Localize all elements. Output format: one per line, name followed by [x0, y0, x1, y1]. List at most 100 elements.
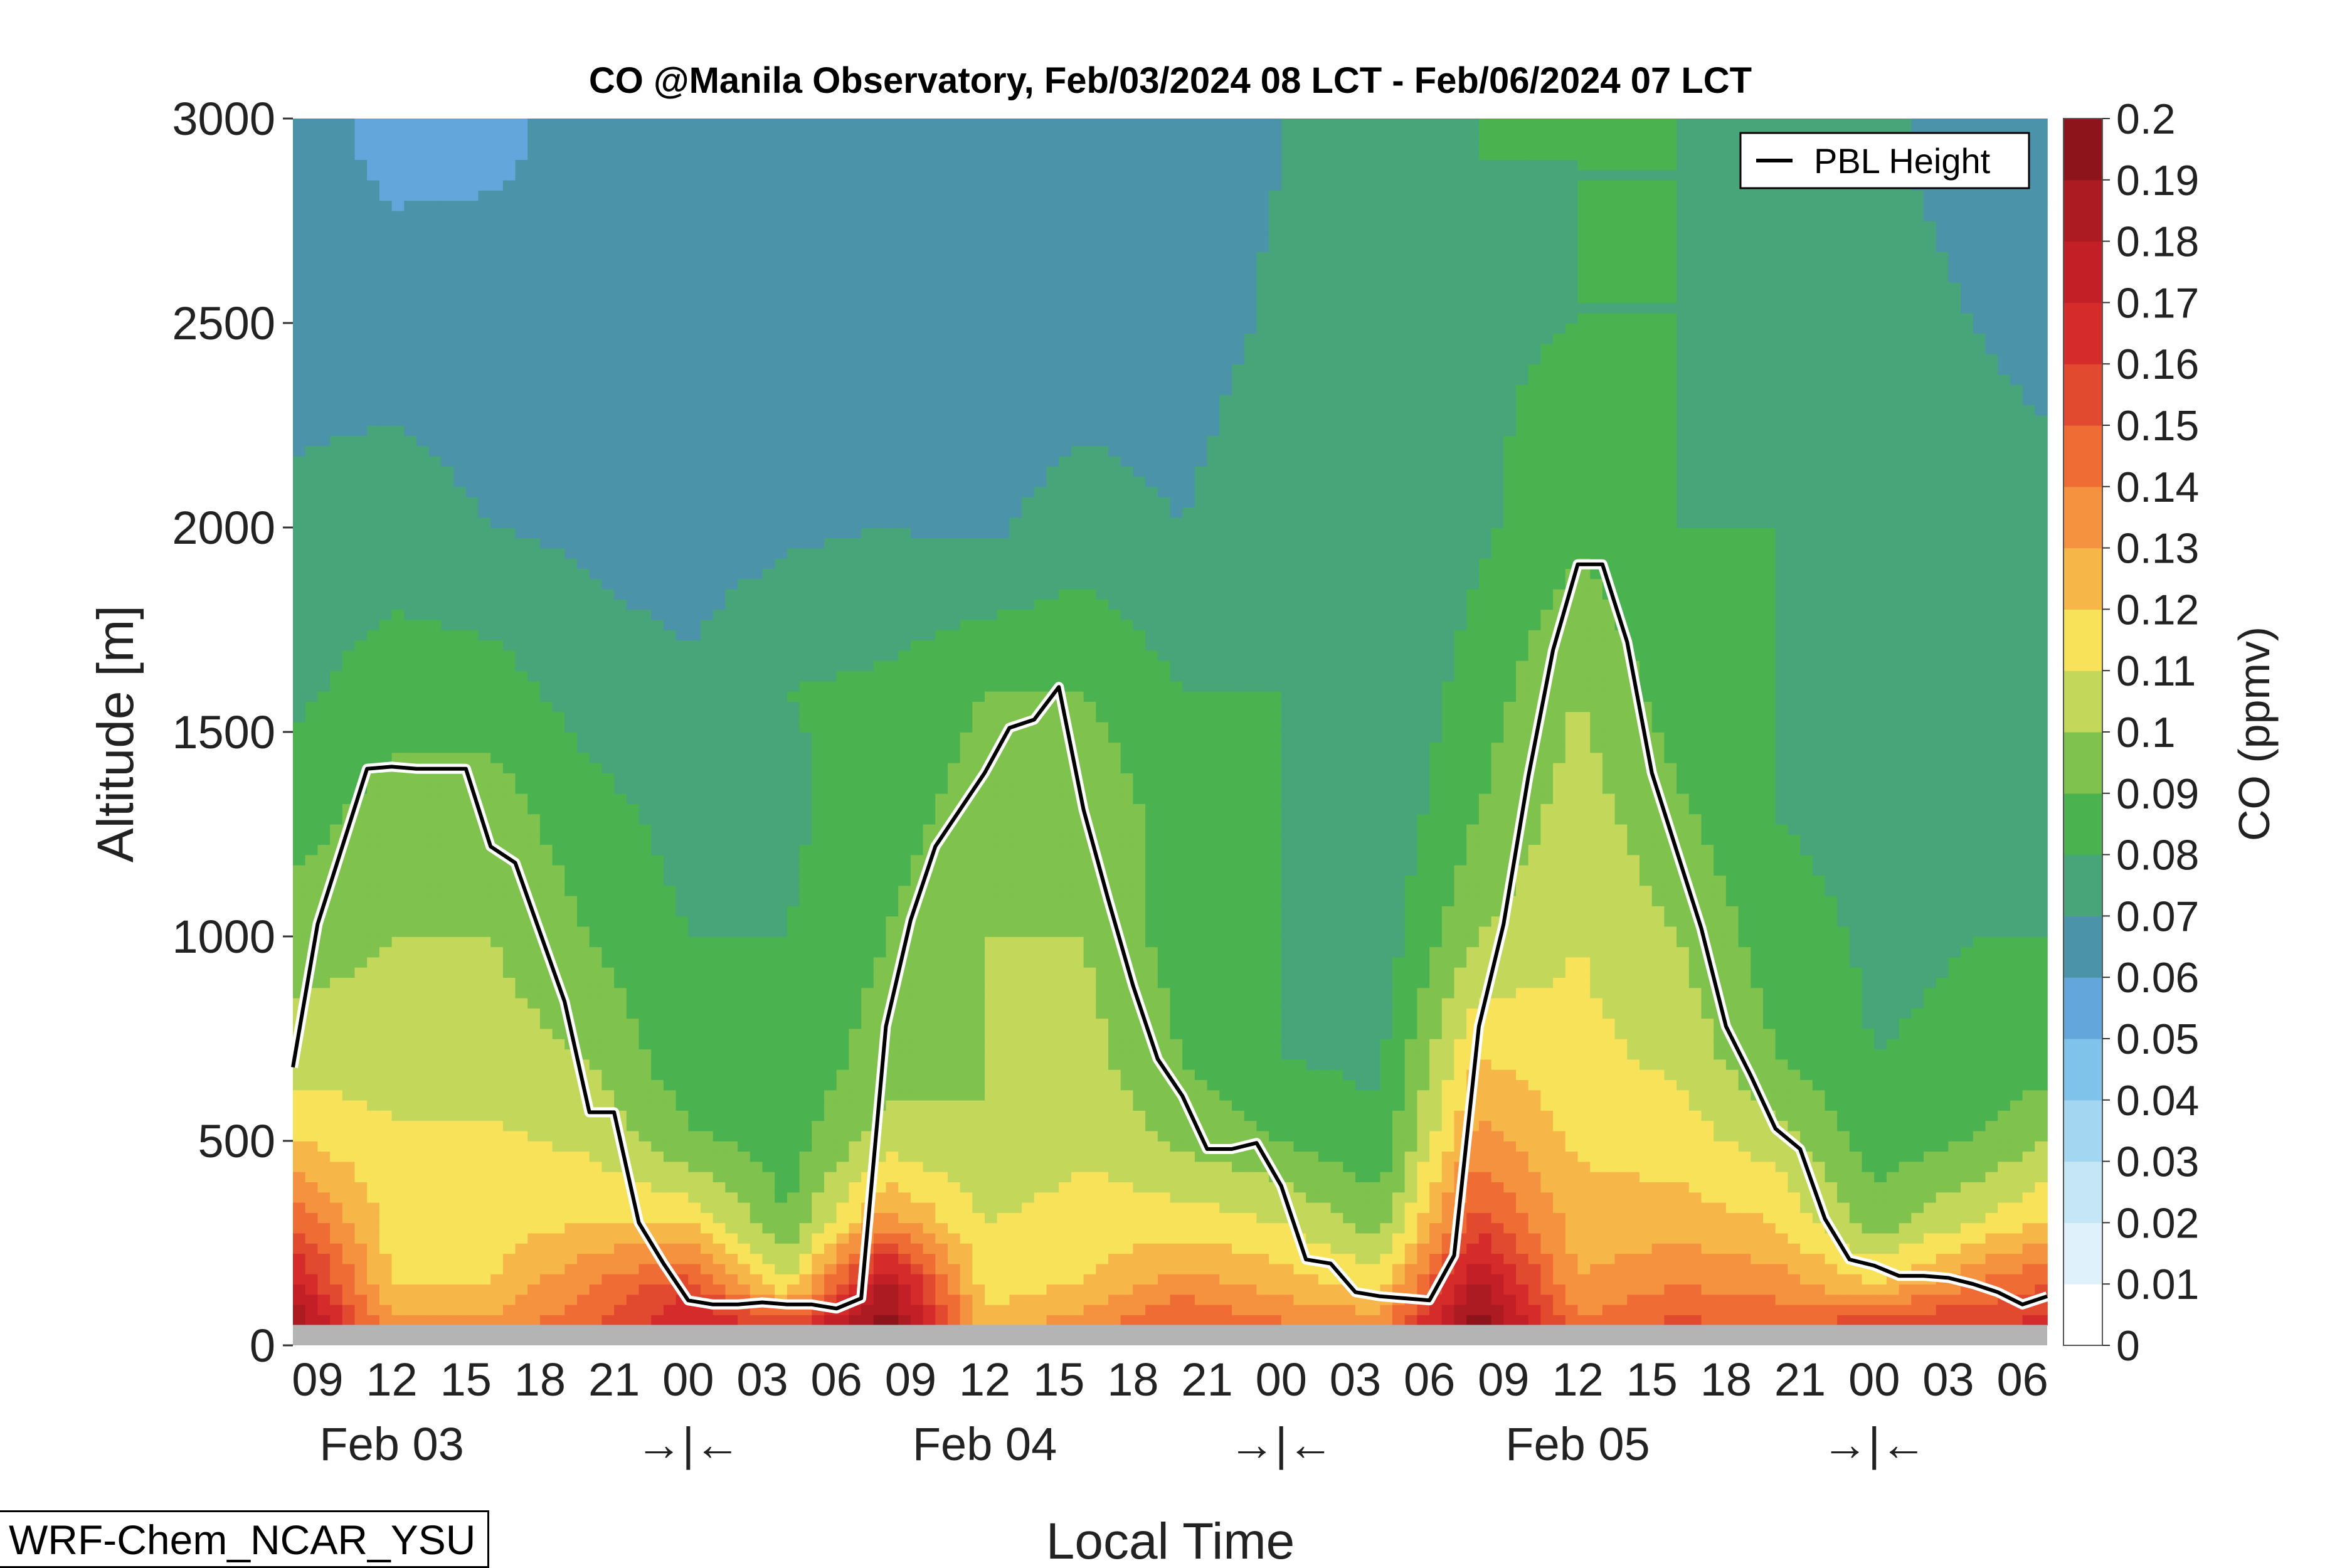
co-field-cell	[701, 1131, 714, 1142]
co-field-cell	[429, 773, 442, 783]
co-field-cell	[601, 292, 615, 303]
co-field-cell	[453, 395, 467, 405]
co-field-cell	[416, 957, 430, 968]
co-field-cell	[590, 701, 603, 712]
co-field-cell	[503, 221, 516, 231]
co-field-cell	[379, 957, 393, 968]
co-field-cell	[664, 446, 677, 457]
co-field-cell	[564, 538, 578, 548]
co-field-cell	[527, 579, 541, 590]
co-field-cell	[775, 1162, 788, 1172]
co-field-cell	[379, 1008, 393, 1019]
co-field-cell	[750, 813, 763, 824]
co-field-cell	[614, 855, 627, 866]
co-field-cell	[379, 711, 393, 722]
co-field-cell	[800, 650, 813, 661]
co-field-cell	[601, 609, 615, 620]
co-field-cell	[750, 1100, 763, 1111]
co-field-cell	[516, 456, 529, 467]
co-field-cell	[688, 1120, 701, 1131]
co-field-cell	[355, 477, 368, 487]
co-field-cell	[453, 1141, 467, 1152]
co-field-cell	[676, 783, 689, 794]
co-field-cell	[590, 670, 603, 681]
co-field-cell	[590, 1315, 603, 1325]
co-field-cell	[466, 221, 479, 231]
co-field-cell	[453, 282, 467, 293]
co-field-cell	[355, 722, 368, 733]
co-field-cell	[317, 374, 331, 385]
co-field-cell	[553, 1039, 566, 1049]
co-field-cell	[392, 180, 405, 191]
co-field-cell	[601, 1172, 615, 1182]
co-field-cell	[503, 364, 516, 374]
co-field-cell	[627, 926, 640, 937]
co-field-cell	[479, 1274, 492, 1285]
co-field-cell	[305, 1212, 319, 1223]
co-field-cell	[379, 660, 393, 671]
co-field-cell	[516, 1120, 529, 1131]
co-field-cell	[701, 221, 714, 231]
co-field-cell	[317, 425, 331, 436]
co-field-cell	[342, 599, 356, 610]
co-field-cell	[416, 170, 430, 181]
co-field-cell	[317, 456, 331, 467]
co-field-cell	[527, 1151, 541, 1162]
co-field-cell	[367, 640, 380, 650]
co-field-cell	[317, 507, 331, 517]
co-field-cell	[664, 599, 677, 610]
co-field-cell	[416, 793, 430, 804]
co-field-cell	[564, 834, 578, 845]
co-field-cell	[701, 405, 714, 415]
co-field-cell	[416, 1151, 430, 1162]
co-field-cell	[787, 977, 800, 988]
co-field-cell	[701, 988, 714, 999]
co-field-cell	[713, 1079, 726, 1090]
co-field-cell	[429, 1233, 442, 1244]
co-field-cell	[342, 262, 356, 272]
co-field-cell	[701, 139, 714, 150]
co-field-cell	[577, 732, 590, 743]
co-field-cell	[293, 783, 306, 794]
co-field-cell	[614, 231, 627, 241]
co-field-cell	[725, 558, 738, 569]
co-field-cell	[601, 620, 615, 630]
co-field-cell	[787, 507, 800, 517]
co-field-cell	[750, 1110, 763, 1121]
co-field-cell	[330, 129, 343, 139]
co-field-cell	[527, 988, 541, 999]
co-field-cell	[305, 773, 319, 783]
co-field-cell	[527, 435, 541, 446]
co-field-cell	[787, 803, 800, 814]
co-field-cell	[392, 875, 405, 886]
co-field-cell	[317, 640, 331, 650]
co-field-cell	[305, 292, 319, 303]
co-field-cell	[429, 967, 442, 978]
co-field-cell	[713, 446, 726, 457]
co-field-cell	[317, 834, 331, 845]
co-field-cell	[701, 906, 714, 916]
co-field-cell	[775, 793, 788, 804]
co-field-cell	[490, 354, 504, 364]
co-field-cell	[601, 896, 615, 906]
co-field-cell	[664, 344, 677, 354]
co-field-cell	[479, 1264, 492, 1274]
co-field-cell	[355, 1018, 368, 1029]
co-field-cell	[540, 1059, 553, 1070]
co-field-cell	[317, 855, 331, 866]
co-field-cell	[725, 753, 738, 763]
co-field-cell	[553, 793, 566, 804]
co-field-cell	[355, 405, 368, 415]
co-field-cell	[441, 773, 454, 783]
co-field-cell	[787, 855, 800, 866]
co-field-cell	[664, 477, 677, 487]
co-field-cell	[627, 139, 640, 150]
co-field-cell	[725, 313, 738, 324]
co-field-cell	[688, 1315, 701, 1325]
co-field-cell	[441, 742, 454, 753]
co-field-cell	[590, 139, 603, 150]
co-field-cell	[688, 364, 701, 374]
co-field-cell	[490, 527, 504, 538]
co-field-cell	[750, 589, 763, 600]
co-field-cell	[305, 374, 319, 385]
